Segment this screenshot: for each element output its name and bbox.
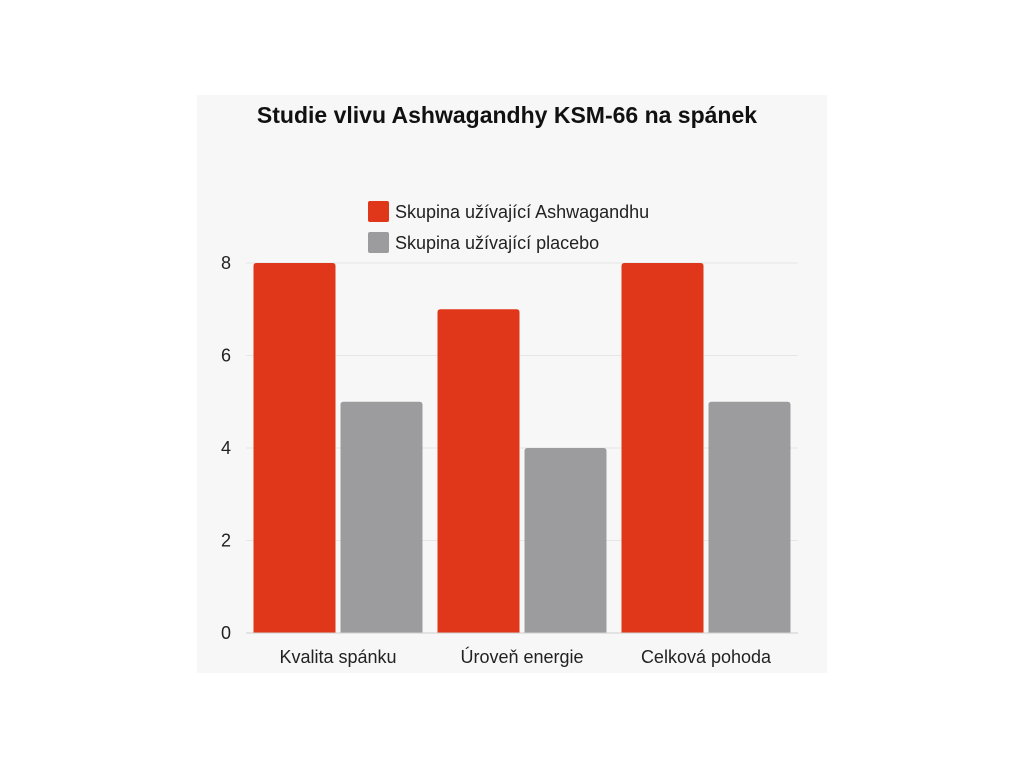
chart-title: Studie vlivu Ashwagandhy KSM-66 na spáne… <box>257 102 757 128</box>
gridlines <box>246 262 798 541</box>
bar-ashwagandha-3 <box>621 263 704 633</box>
bars <box>253 263 791 633</box>
legend-label: Skupina užívající placebo <box>395 233 599 253</box>
legend-swatch <box>368 232 389 253</box>
x-tick-label: Úroveň energie <box>460 646 583 667</box>
y-tick-label: 2 <box>221 531 231 551</box>
legend-label: Skupina užívající Ashwagandhu <box>395 202 649 222</box>
y-tick-label: 8 <box>221 253 231 273</box>
legend: Skupina užívající Ashwagandhu Skupina uží… <box>368 201 649 253</box>
y-tick-label: 0 <box>221 623 231 643</box>
legend-swatch <box>368 201 389 222</box>
bar-ashwagandha-2 <box>437 309 520 633</box>
bar-placebo-2 <box>524 448 607 633</box>
y-tick-label: 6 <box>221 346 231 366</box>
y-axis: 0 2 4 6 8 <box>221 253 231 643</box>
bar-placebo-3 <box>708 401 791 633</box>
x-tick-label: Celková pohoda <box>641 647 772 667</box>
bar-placebo-1 <box>340 401 423 633</box>
x-axis: Kvalita spánku Úroveň energie Celková poho… <box>246 632 798 667</box>
bar-ashwagandha-1 <box>253 263 336 633</box>
x-tick-label: Kvalita spánku <box>279 647 396 667</box>
y-tick-label: 4 <box>221 438 231 458</box>
